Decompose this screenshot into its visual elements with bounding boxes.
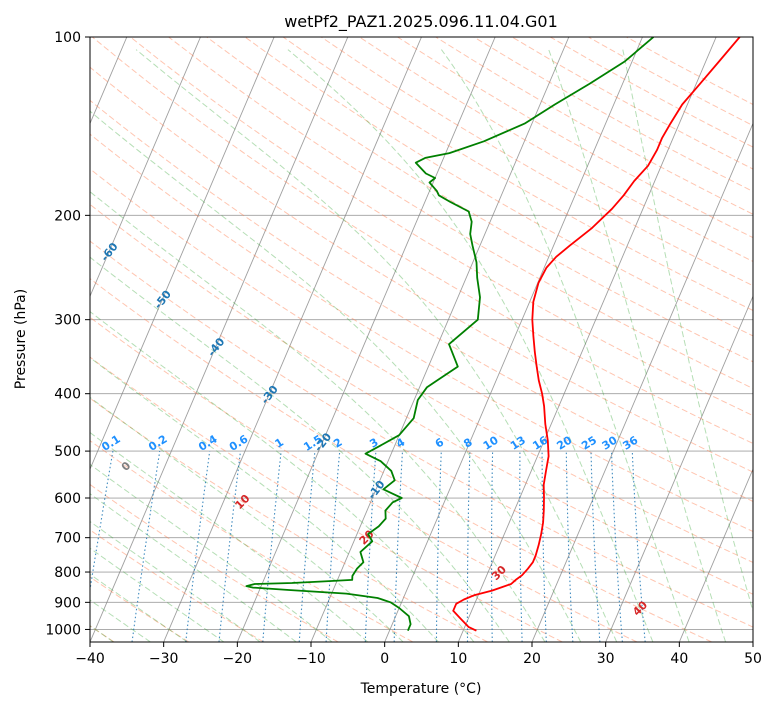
- moist-adiabat-line: [90, 573, 188, 642]
- plot-area: 0.10.20.40.611.52346810131620253036-100-…: [90, 37, 753, 642]
- moist-adiabat-line: [90, 191, 546, 642]
- dry-adiabat-line: [90, 397, 488, 642]
- isotherm-line: [163, 37, 422, 642]
- isotherm-line: [678, 467, 753, 642]
- mixing-ratio-line: [631, 451, 646, 642]
- mixing-ratio-line: [90, 451, 114, 594]
- x-tick-label: 10: [449, 651, 467, 667]
- x-tick-label: 50: [744, 651, 762, 667]
- isotherm-line: [605, 295, 753, 642]
- plot-frame: [89, 36, 754, 643]
- pressure-grid: [90, 37, 753, 630]
- dry-adiabats: [90, 37, 753, 642]
- dry-adiabat-line: [90, 316, 638, 642]
- isotherm-line: [310, 37, 570, 642]
- y-tick-label: 1000: [45, 622, 81, 638]
- mixing-ratio-line: [262, 451, 282, 642]
- moist-adiabat-line: [548, 49, 727, 642]
- moist-adiabat-line: [287, 49, 654, 642]
- x-tick-label: −40: [75, 651, 105, 667]
- y-tick-label: 200: [54, 208, 81, 224]
- x-axis: −40 −30 −20 −10 0 10 20 30 40 50: [75, 642, 762, 667]
- moist-adiabat-line: [90, 547, 225, 642]
- dry-adiabat-line: [90, 133, 753, 533]
- dry-adiabat-line: [90, 168, 753, 563]
- isotherm-line: [384, 37, 643, 642]
- isotherm-grid: [90, 37, 753, 642]
- x-tick-label: −10: [296, 651, 326, 667]
- isotherm-line: [90, 37, 201, 298]
- dry-adiabat-line: [90, 66, 753, 473]
- y-axis-title: Pressure (hPa): [13, 289, 29, 389]
- x-tick-label: 0: [380, 651, 389, 667]
- moist-adiabat-line: [90, 356, 439, 642]
- moist-adiabat-line: [90, 256, 510, 642]
- series-lines: [245, 37, 741, 632]
- moist-adiabat-line: [135, 49, 618, 642]
- x-tick-label: −30: [149, 651, 179, 667]
- dry-adiabat-line: [90, 356, 563, 642]
- isotherm-line: [90, 37, 349, 642]
- dry-adiabat-line: [90, 440, 414, 642]
- isotherm-line: [531, 122, 753, 642]
- chart-title: wetPf2_PAZ1.2025.096.11.04.G01: [284, 12, 558, 32]
- y-tick-label: 500: [54, 444, 81, 460]
- moist-adiabat-line: [90, 110, 582, 642]
- y-tick-label: 600: [54, 491, 81, 507]
- mixing-ratio-line: [298, 451, 316, 642]
- x-tick-label: 20: [523, 651, 541, 667]
- y-axis: 100 200 300 400 500 600 700 800 900 1000: [45, 30, 90, 638]
- y-tick-label: 100: [54, 30, 81, 46]
- mixing-ratio-lines: [90, 451, 646, 642]
- moist-adiabat-line: [90, 310, 475, 642]
- dry-adiabat-line: [90, 576, 190, 642]
- y-tick-label: 800: [54, 565, 81, 581]
- x-tick-label: 40: [670, 651, 688, 667]
- temperature-profile-line: [452, 37, 741, 632]
- isotherm-line: [457, 37, 717, 642]
- mixing-ratio-line: [131, 451, 161, 642]
- isotherm-line: [90, 37, 275, 471]
- y-tick-label: 400: [54, 387, 81, 403]
- y-tick-label: 700: [54, 531, 81, 547]
- dry-adiabat-line: [90, 483, 339, 642]
- moist-adiabat-line: [90, 396, 404, 642]
- x-axis-title: Temperature (°C): [360, 681, 482, 697]
- x-tick-label: 30: [597, 651, 615, 667]
- moist-adiabats: [90, 49, 753, 642]
- y-tick-label: 300: [54, 313, 81, 329]
- dry-adiabat-line: [282, 37, 753, 312]
- mixing-ratio-line: [218, 451, 242, 642]
- dry-adiabat-line: [90, 240, 753, 628]
- mixing-ratio-line: [185, 451, 211, 642]
- moist-adiabat-line: [90, 463, 333, 642]
- moist-adiabat-line: [90, 431, 369, 642]
- x-tick-label: −20: [223, 651, 253, 667]
- moist-adiabat-line: [90, 520, 261, 642]
- dry-adiabat-line: [206, 37, 753, 363]
- y-tick-label: 900: [54, 595, 81, 611]
- dewpoint-profile-line: [245, 37, 655, 632]
- moist-adiabat-line: [440, 49, 690, 642]
- dry-adiabat-line: [90, 203, 753, 595]
- isotherm-line: [236, 37, 496, 642]
- dry-adiabat-line: [130, 37, 753, 417]
